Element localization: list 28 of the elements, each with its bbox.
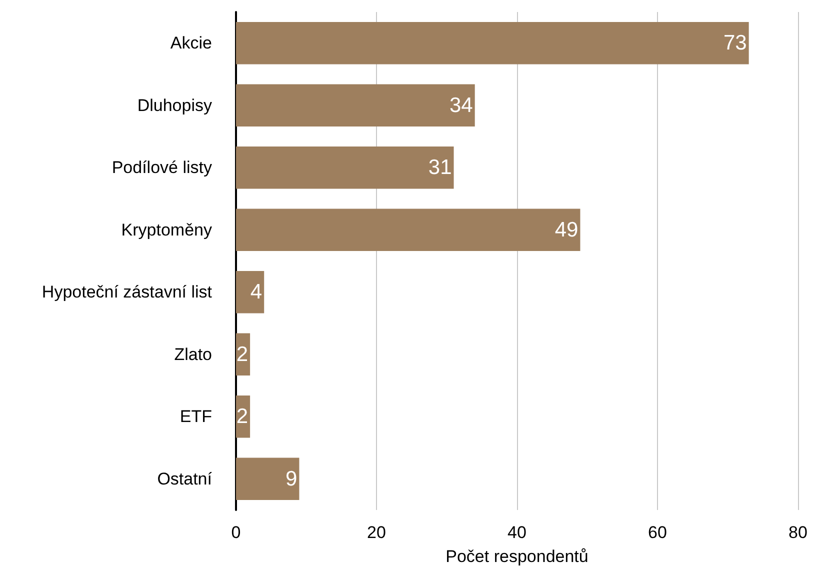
x-tick-label: 40 <box>508 523 526 542</box>
x-tick-label: 60 <box>648 523 667 542</box>
data-label: 9 <box>286 467 298 490</box>
y-tick-label: Ostatní <box>157 469 212 488</box>
y-tick-label: Akcie <box>170 34 212 53</box>
data-label: 73 <box>723 32 747 55</box>
data-label: 34 <box>449 94 474 117</box>
bar <box>236 270 264 314</box>
bar <box>236 84 475 127</box>
data-label: 4 <box>250 280 262 304</box>
data-label: 2 <box>236 405 248 428</box>
y-tick-label: Podílové listy <box>112 158 212 178</box>
y-tick-label: Hypoteční zástavní list <box>42 282 212 302</box>
x-axis-title: Počet respondentů <box>446 547 588 566</box>
y-tick-label: Zlato <box>174 344 212 364</box>
bar <box>236 208 580 252</box>
x-tick-label: 80 <box>788 523 808 542</box>
x-tick-label: 20 <box>367 523 386 542</box>
data-label: 49 <box>554 218 578 242</box>
bar <box>236 458 300 500</box>
bar <box>236 146 454 189</box>
bar <box>236 22 749 64</box>
y-tick-label: ETF <box>180 407 212 426</box>
x-tick-label: 0 <box>231 523 241 542</box>
data-label: 31 <box>428 156 452 180</box>
y-tick-label: Dluhopisy <box>137 96 212 115</box>
data-label: 2 <box>236 342 248 366</box>
y-tick-label: Kryptoměny <box>121 220 212 240</box>
